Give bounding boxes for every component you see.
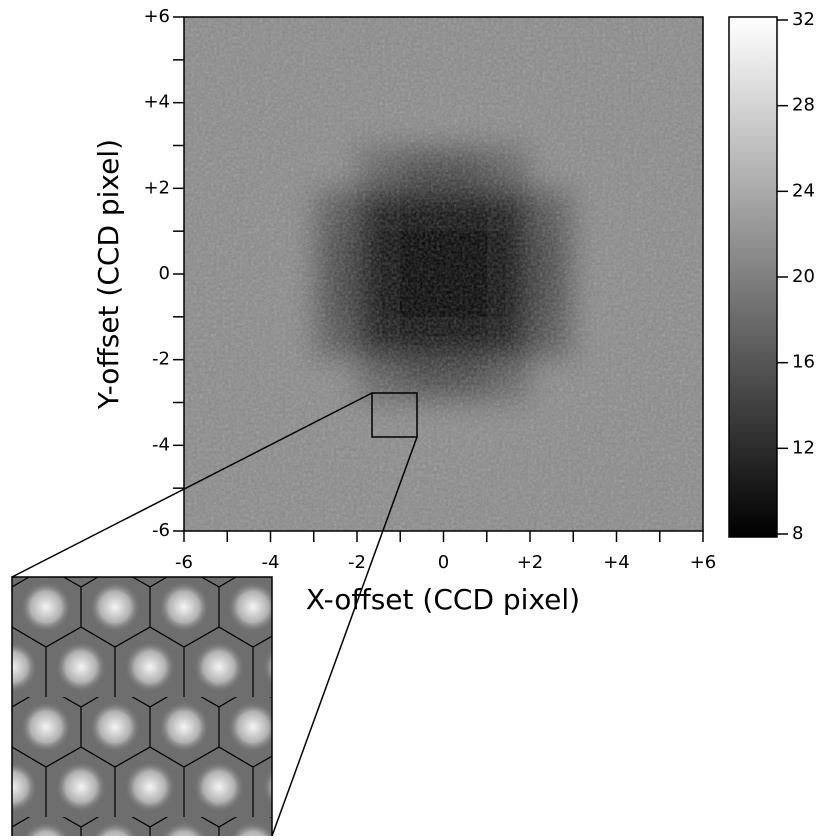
zoom-inset (12, 577, 272, 836)
x-tick-label: -6 (175, 552, 193, 573)
y-tick-label: -6 (152, 520, 170, 541)
x-tick-label: -2 (348, 552, 366, 573)
y-tick-label: 0 (159, 263, 170, 284)
chart: X-offset (CCD pixel) Y-offset (CCD pixel… (0, 0, 826, 836)
colorbar-tick-label: 28 (792, 95, 815, 116)
texture (184, 17, 703, 531)
colorbar (729, 17, 777, 537)
colorbar-tick-label: 16 (792, 352, 815, 373)
x-tick-label: +4 (603, 552, 630, 573)
y-tick-label: +2 (143, 177, 170, 198)
colorbar-tick-label: 32 (792, 9, 815, 30)
colorbar-tick-label: 12 (792, 437, 815, 458)
y-tick-label: +6 (143, 6, 170, 27)
y-axis-label: Y-offset (CCD pixel) (92, 139, 125, 410)
y-tick-label: +4 (143, 92, 170, 113)
x-tick-label: -4 (262, 552, 280, 573)
colorbar-tick-label: 20 (792, 266, 815, 287)
x-axis-label: X-offset (CCD pixel) (306, 583, 580, 616)
y-tick-label: -4 (152, 434, 170, 455)
colorbar-tick-label: 8 (792, 523, 803, 544)
x-tick-label: +2 (517, 552, 544, 573)
x-tick-label: +6 (690, 552, 717, 573)
x-tick-label: 0 (438, 552, 449, 573)
y-tick-label: -2 (152, 349, 170, 370)
colorbar-tick-label: 24 (792, 180, 815, 201)
heatmap (144, 0, 744, 572)
